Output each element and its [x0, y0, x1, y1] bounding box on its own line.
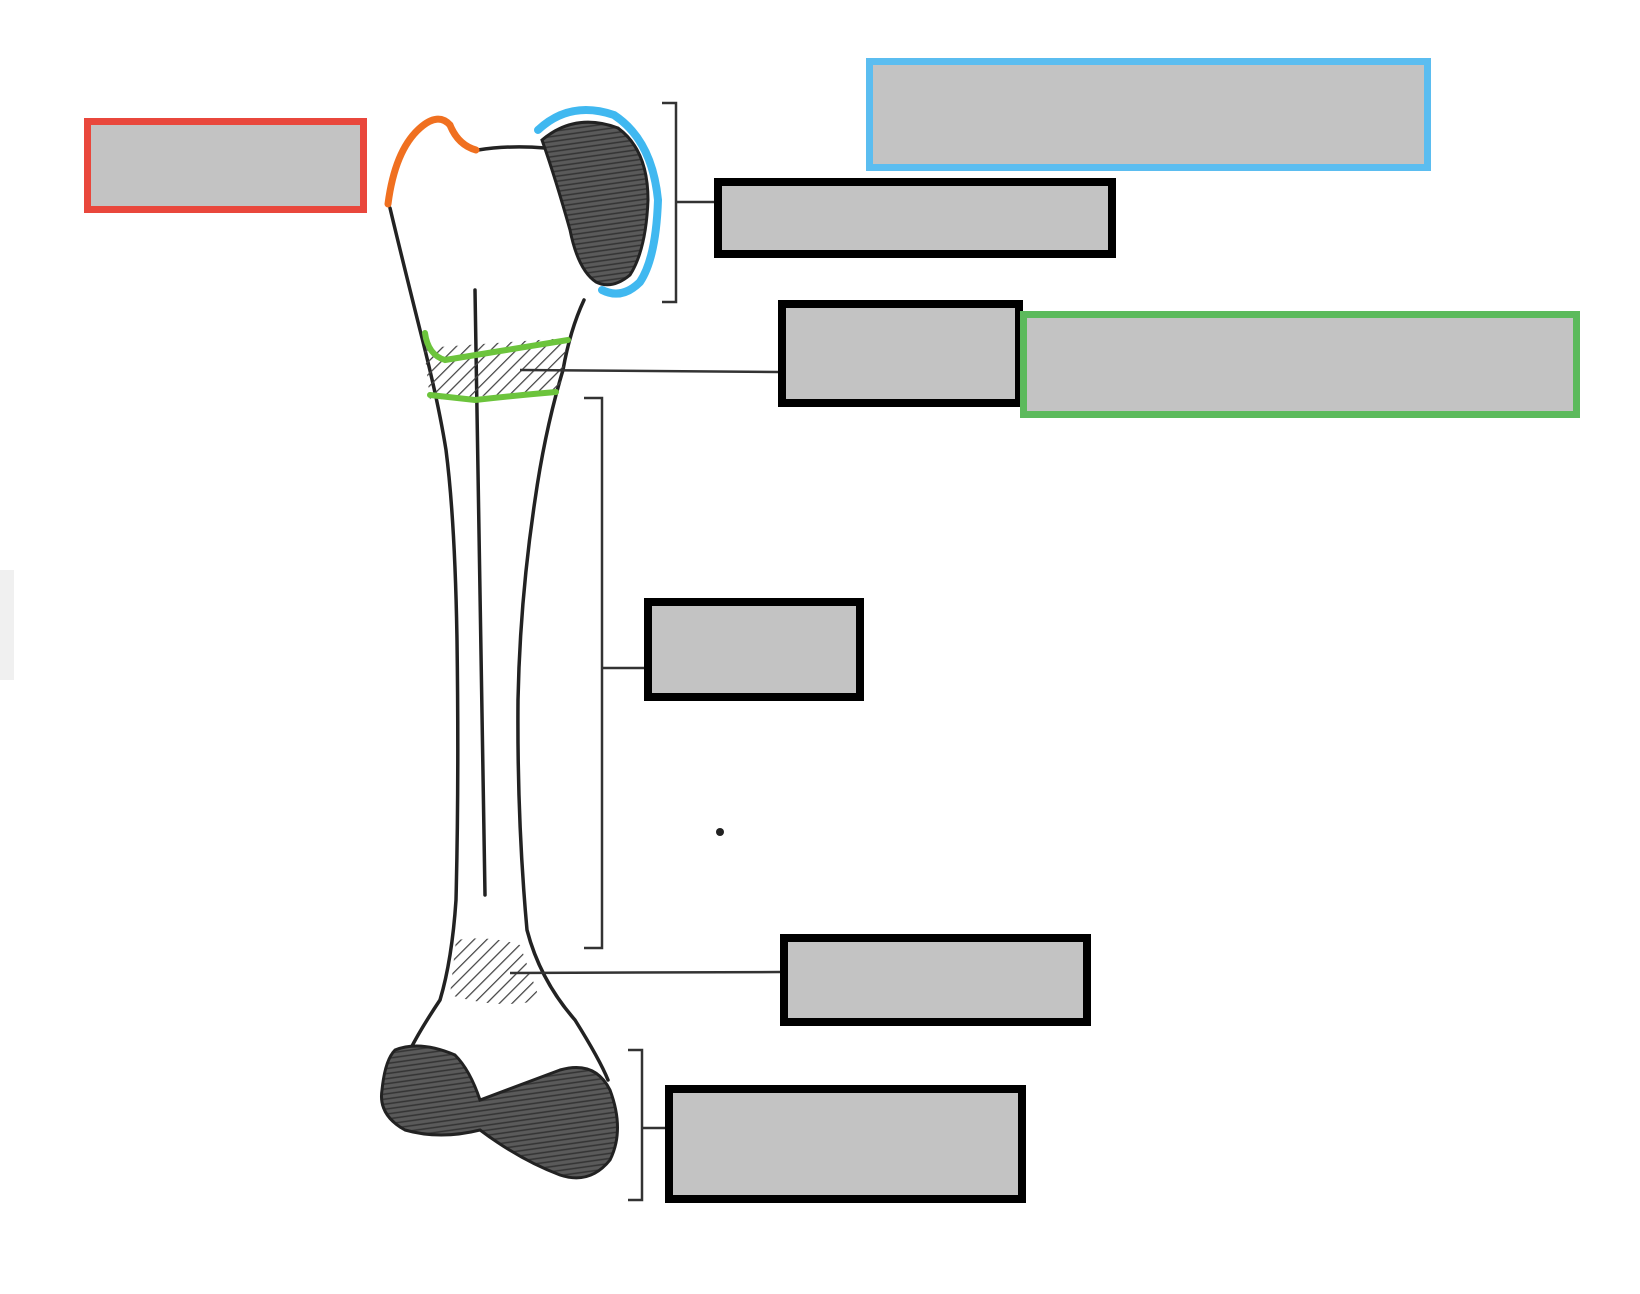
label-box-diaphysis[interactable] [644, 598, 864, 701]
articular-cartilage-proximal [540, 120, 650, 287]
leader-lines [509, 101, 781, 1202]
orange-highlight [384, 115, 480, 208]
label-box-epiphyseal-line[interactable] [1020, 311, 1580, 418]
blue-highlight [534, 106, 663, 298]
label-box-articular-cartilage[interactable] [866, 58, 1431, 171]
green-highlight-bottom [427, 389, 559, 404]
distal-growth-plate [450, 938, 540, 1004]
stray-dot [716, 828, 724, 836]
label-box-greater-trochanter[interactable] [84, 118, 367, 213]
articular-cartilage-distal [379, 1044, 619, 1180]
label-box-growth-plate[interactable] [778, 300, 1023, 407]
label-box-distal-epiphysis[interactable] [665, 1085, 1026, 1203]
proximal-growth-plate [424, 338, 568, 400]
label-box-distal-growth-plate[interactable] [780, 934, 1091, 1026]
green-highlight-top [422, 330, 571, 364]
edge-artifact [0, 570, 14, 680]
label-box-proximal-epiphysis[interactable] [714, 178, 1116, 258]
